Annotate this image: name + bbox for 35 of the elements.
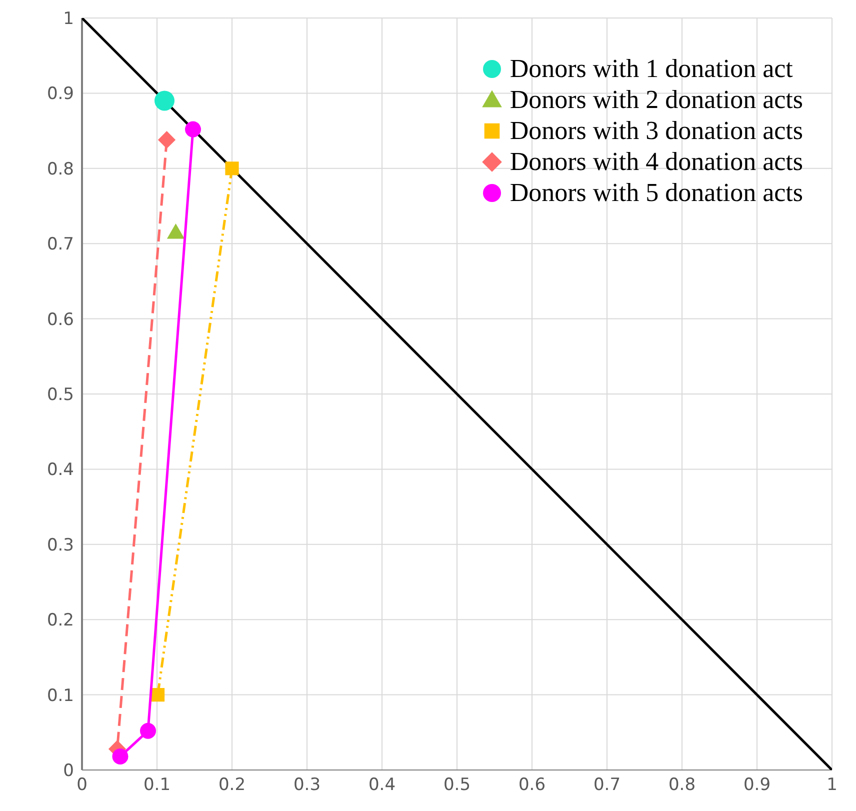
point [158,131,176,149]
y-tick-label: 0.9 [46,84,74,104]
point [166,224,185,239]
x-tick-label: 0.6 [518,775,546,796]
point [140,722,156,739]
y-tick-label: 0.5 [46,385,74,406]
point [185,121,201,138]
point [225,162,239,176]
y-tick-label: 0.6 [46,310,74,330]
legend-label: Donors with 5 donation acts [510,178,803,208]
x-tick-label: 0.4 [368,775,396,796]
y-tick-label: 0.1 [46,686,74,706]
point [154,90,174,111]
y-tick-label: 0 [63,761,74,782]
y-tick-label: 0.3 [46,535,74,556]
x-tick-label: 0 [76,775,88,796]
legend-label: Donors with 1 donation act [510,54,793,84]
y-tick-label: 0.2 [46,610,74,631]
x-tick-label: 1 [826,775,838,796]
point [112,748,128,764]
x-tick-label: 0.3 [293,775,321,796]
x-tick-label: 0.9 [743,775,771,796]
y-tick-label: 0.8 [46,159,74,180]
x-tick-label: 0.8 [668,775,696,796]
x-tick-label: 0.7 [593,775,621,796]
x-tick-label: 0.2 [218,775,246,796]
x-tick-label: 0.1 [143,775,171,796]
point [150,688,165,702]
y-tick-label: 0.7 [46,234,74,255]
legend-label: Donors with 4 donation acts [510,146,803,176]
y-tick-label: 1 [63,9,74,30]
legend-label: Donors with 2 donation acts [510,84,803,114]
x-tick-label: 0.5 [443,775,471,796]
y-tick-label: 0.4 [46,460,74,480]
legend-label: Donors with 3 donation acts [510,116,803,146]
